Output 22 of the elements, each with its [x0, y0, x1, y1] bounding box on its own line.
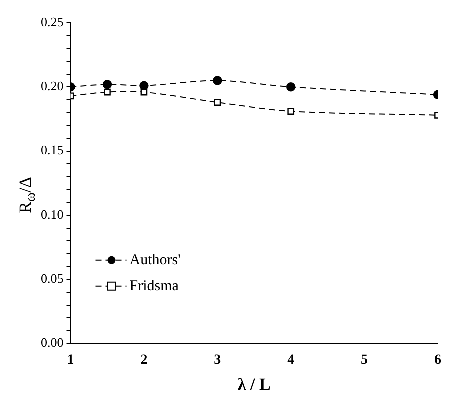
point — [288, 108, 295, 115]
x-tick-label: 2 — [140, 352, 148, 368]
point — [213, 76, 222, 86]
y-tick-label: 0.25 — [41, 14, 64, 30]
legend-label: Fridsma — [130, 278, 180, 294]
x-tick-label: 5 — [361, 352, 368, 368]
y-tick-label: 0.10 — [41, 206, 64, 222]
y-tick-label: 0.00 — [41, 335, 64, 350]
y-tick-label: 0.05 — [41, 271, 64, 286]
point — [286, 82, 296, 92]
point — [104, 88, 111, 96]
point — [102, 80, 112, 90]
x-tick-label: 4 — [288, 352, 295, 368]
y-tick-label: 0.15 — [41, 142, 64, 158]
x-tick-label: 6 — [434, 352, 442, 368]
x-tick-label: 1 — [67, 352, 74, 368]
x-tick-label: 3 — [214, 352, 222, 368]
point — [214, 99, 222, 106]
x-axis-title: λ / L — [238, 375, 271, 394]
y-tick-label: 0.20 — [41, 78, 64, 94]
point — [140, 81, 149, 90]
legend-label: Authors' — [130, 252, 182, 268]
